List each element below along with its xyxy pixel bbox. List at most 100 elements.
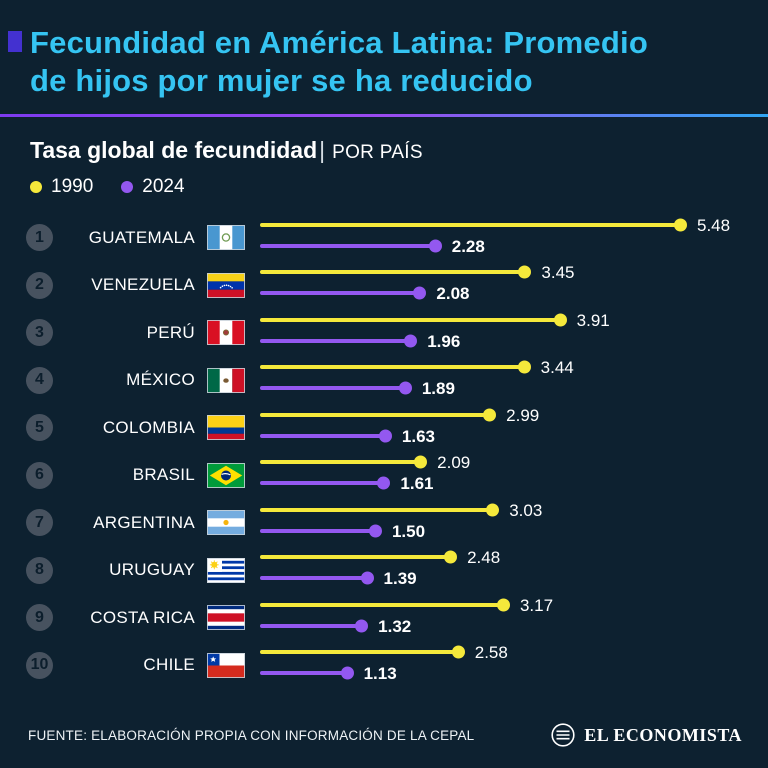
country-label: CHILE (143, 655, 195, 675)
chart: 1 GUATEMALA 5.48 2.28 2 VENEZUELA 3.45 2… (0, 214, 768, 689)
chart-row: 4 MÉXICO 3.44 1.89 (0, 356, 768, 404)
rank-badge: 2 (26, 271, 53, 299)
country-label: VENEZUELA (91, 275, 195, 295)
bar-2024 (260, 429, 392, 443)
title-line-1: Fecundidad en América Latina: Promedio (30, 25, 648, 60)
country-label: COLOMBIA (102, 417, 195, 437)
chart-row: 10 CHILE 2.58 1.13 (0, 641, 768, 689)
bar-1990 (260, 455, 428, 469)
flag-brasil-icon (207, 462, 245, 488)
rank-badge: 7 (26, 509, 53, 537)
rank-number: 2 (35, 276, 44, 294)
bars-group: 3.44 1.89 (260, 356, 768, 404)
value-1990-label: 3.17 (519, 595, 554, 615)
dot-1990-icon (674, 218, 687, 232)
source-text: FUENTE: ELABORACIÓN PROPIA CON INFORMACI… (28, 727, 475, 743)
bars-group: 3.45 2.08 (260, 261, 768, 309)
value-1990-label: 2.99 (506, 405, 540, 425)
dot-2024-icon (355, 619, 369, 633)
rank-badge: 4 (26, 366, 53, 394)
flag-venezuela-icon (207, 272, 245, 298)
rank-number: 9 (35, 608, 44, 626)
value-2024-label: 1.63 (401, 426, 436, 446)
subtitle-separator: | (319, 136, 326, 163)
flag-costa_rica-icon (207, 605, 245, 631)
bar-2024 (260, 476, 391, 490)
flag-chile-icon (207, 652, 245, 678)
page-title: Fecundidad en América Latina: Promedio d… (30, 24, 740, 101)
value-2024-label: 1.13 (363, 664, 397, 684)
dot-2024-icon (404, 334, 418, 348)
brand: EL ECONOMISTA (550, 722, 742, 748)
rank-badge: 8 (26, 556, 53, 584)
chart-row: 2 VENEZUELA 3.45 2.08 (0, 261, 768, 309)
dot-2024-icon (340, 666, 354, 680)
country-label: PERÚ (146, 322, 195, 342)
bar-2024 (260, 619, 369, 633)
legend-dot-1990-icon (30, 180, 42, 193)
flag-mexico-icon (207, 367, 245, 393)
country-label: BRASIL (132, 465, 195, 485)
legend: 1990 2024 (0, 164, 768, 198)
rank-number: 10 (30, 656, 49, 674)
dot-1990-icon (496, 598, 510, 612)
value-1990-label: 5.48 (697, 215, 731, 235)
el-economista-logo-icon (551, 723, 575, 747)
chart-subtitle: Tasa global de fecundidad | POR PAÍS (0, 117, 768, 164)
chart-row: 3 PERÚ 3.91 1.96 (0, 309, 768, 357)
legend-item-1990: 1990 (30, 176, 93, 198)
dot-2024-icon (398, 381, 412, 395)
value-2024-label: 1.32 (378, 616, 412, 636)
title-line-2: de hijos por mujer se ha reducido (30, 63, 533, 99)
rank-number: 4 (35, 371, 44, 389)
legend-label-2024: 2024 (142, 175, 185, 197)
flag-uruguay-icon (207, 557, 245, 583)
bar-2024 (260, 381, 412, 395)
dot-1990-icon (483, 408, 497, 422)
flag-peru-icon (207, 320, 245, 346)
dot-1990-icon (517, 360, 531, 374)
value-1990-label: 3.03 (509, 500, 543, 520)
footer: FUENTE: ELABORACIÓN PROPIA CON INFORMACI… (28, 722, 742, 748)
value-2024-label: 1.50 (391, 521, 426, 541)
bar-2024 (260, 666, 354, 680)
value-2024-label: 1.89 (421, 379, 455, 399)
rank-badge: 10 (26, 651, 53, 679)
bars-group: 2.99 1.63 (260, 404, 768, 452)
dot-1990-icon (553, 313, 567, 327)
value-1990-label: 2.58 (474, 643, 508, 663)
dot-2024-icon (360, 571, 374, 585)
bar-2024 (260, 239, 442, 253)
bar-1990 (260, 265, 532, 279)
chart-row: 7 ARGENTINA 3.03 1.50 (0, 499, 768, 547)
flag-colombia-icon (207, 415, 245, 441)
legend-label-1990: 1990 (51, 175, 94, 197)
value-2024-label: 1.39 (383, 569, 417, 589)
rank-number: 5 (35, 418, 44, 436)
value-2024-label: 2.28 (451, 236, 485, 256)
legend-dot-2024-icon (121, 180, 134, 193)
rank-number: 3 (35, 323, 44, 341)
rank-badge: 1 (26, 224, 53, 252)
bar-1990 (260, 360, 531, 374)
bar-1990 (260, 313, 567, 327)
value-1990-label: 3.45 (541, 263, 575, 283)
dot-2024-icon (377, 476, 391, 490)
flag-guatemala-icon (207, 225, 245, 251)
value-1990-label: 3.44 (540, 358, 574, 378)
dot-2024-icon (368, 524, 382, 538)
rank-number: 7 (35, 513, 44, 531)
chart-row: 8 URUGUAY 2.48 1.39 (0, 546, 768, 594)
country-label: ARGENTINA (93, 512, 195, 532)
value-1990-label: 2.48 (467, 548, 501, 568)
dot-2024-icon (428, 239, 442, 253)
country-label: URUGUAY (109, 560, 195, 580)
value-1990-label: 2.09 (437, 453, 471, 473)
legend-item-2024: 2024 (121, 175, 185, 198)
dot-1990-icon (451, 645, 465, 659)
country-label: COSTA RICA (90, 607, 195, 627)
chart-row: 1 GUATEMALA 5.48 2.28 (0, 214, 768, 262)
dot-1990-icon (486, 503, 500, 517)
rank-number: 1 (35, 228, 44, 246)
